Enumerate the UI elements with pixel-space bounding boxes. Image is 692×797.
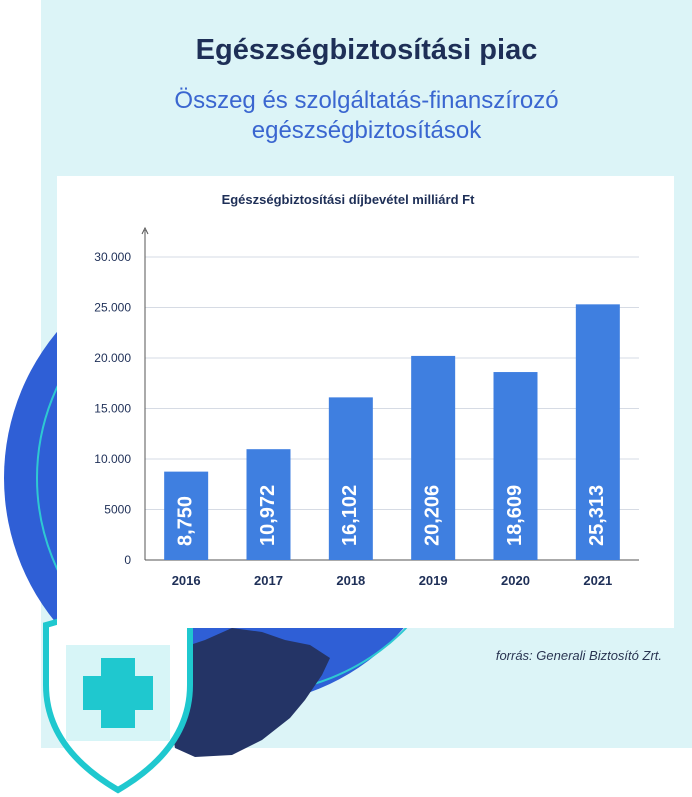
- y-axis-arrow-icon: [141, 226, 149, 235]
- bar-2018: [328, 397, 373, 560]
- y-tick-label: 0: [124, 553, 131, 567]
- x-tick-label: 2019: [419, 573, 448, 588]
- bar-value-label: 18,609: [504, 485, 526, 546]
- bars: 8,750 10,972 16,102 20,206 18,609 25,313: [164, 304, 620, 560]
- page-title: Egészségbiztosítási piac: [195, 34, 538, 66]
- axes: [141, 226, 639, 561]
- y-tick-label: 15.000: [94, 402, 131, 416]
- x-tick-label: 2018: [336, 573, 365, 588]
- subtitle-line-2: egészségbiztosítások: [251, 117, 482, 144]
- bar-2017: [246, 449, 291, 560]
- bar-2021: [575, 304, 620, 560]
- y-tick-label: 30.000: [94, 250, 131, 264]
- bar-value-label: 20,206: [421, 485, 443, 546]
- page-subtitle: Összeg és szolgáltatás-finanszírozó egés…: [41, 86, 692, 146]
- y-tick-label: 10.000: [94, 452, 131, 466]
- bar-value-label: 10,972: [257, 485, 279, 546]
- bar-value-label: 16,102: [339, 485, 361, 546]
- y-tick-labels: 0 5000 10.000 15.000 20.000 25.000 30.000: [94, 250, 131, 567]
- bar-value-label: 25,313: [586, 485, 608, 546]
- subtitle-line-1: Összeg és szolgáltatás-finanszírozó: [174, 87, 559, 114]
- x-tick-label: 2017: [254, 573, 283, 588]
- hungary-map-icon: [160, 628, 330, 757]
- grid-lines: [145, 256, 639, 510]
- cross-horizontal-bar: [83, 676, 153, 710]
- chart-title: Egészségbiztosítási díjbevétel milliárd …: [222, 192, 476, 207]
- x-tick-label: 2016: [172, 573, 201, 588]
- bar-value-label: 8,750: [174, 496, 196, 546]
- x-tick-label: 2020: [501, 573, 530, 588]
- y-tick-label: 25.000: [94, 301, 131, 315]
- bar-2020: [493, 372, 538, 560]
- bar-2019: [411, 355, 456, 560]
- x-tick-label: 2021: [583, 573, 612, 588]
- source-note: forrás: Generali Biztosító Zrt.: [495, 648, 662, 663]
- bar-2016: [164, 471, 209, 560]
- y-tick-label: 20.000: [94, 351, 131, 365]
- x-tick-labels: 2016 2017 2018 2019 2020 2021: [172, 573, 613, 588]
- bar-chart: Egészségbiztosítási díjbevétel milliárd …: [94, 192, 639, 588]
- y-tick-label: 5000: [104, 503, 131, 517]
